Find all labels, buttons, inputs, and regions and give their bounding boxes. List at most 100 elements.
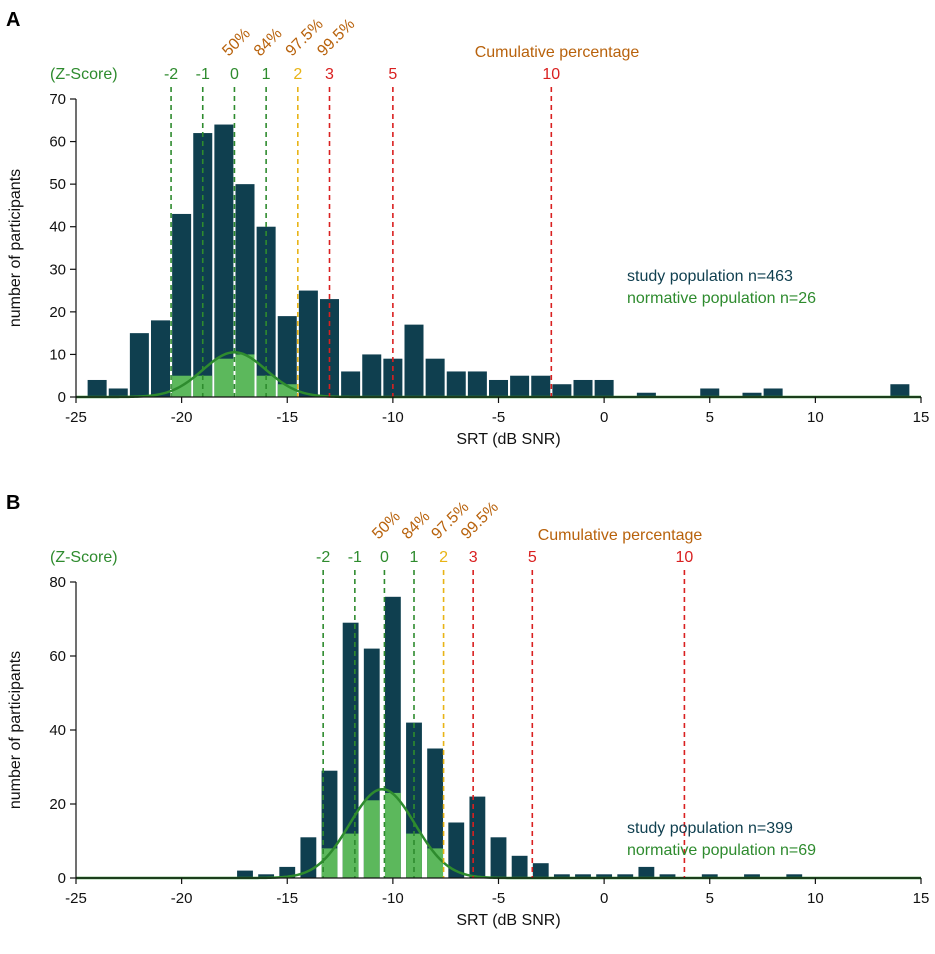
z-score-label: -2 [316,549,330,566]
z-score-label: 3 [325,66,334,83]
study-bar [596,874,613,878]
z-score-label: 1 [262,66,271,83]
study-bar [279,866,296,878]
percentile-label: 84% [251,25,286,60]
percentile-label: 50% [219,25,254,60]
chart-panel-a: A-2 -1 050%184%297.5%399.5%5 10(Z-Score)Cum… [6,9,929,448]
z-score-label: 5 [388,66,397,83]
y-tick-label: 60 [49,134,66,151]
study-bar [636,392,656,397]
study-bar [659,874,676,878]
z-score-label: 2 [293,66,302,83]
study-bar [404,324,424,397]
z-score-label: -1 [348,549,362,566]
cumulative-percentage-title: Cumulative percentage [475,44,640,61]
x-tick-label: 15 [913,890,930,907]
x-tick-label: -5 [492,890,505,907]
study-bar [258,874,275,878]
y-tick-label: 40 [49,722,66,739]
study-bar [890,384,910,397]
study-bar [150,320,171,397]
z-score-label: 1 [410,549,419,566]
y-tick-label: 40 [49,219,66,236]
x-tick-label: -10 [382,409,404,426]
study-bar [362,354,382,397]
y-tick-label: 70 [49,91,66,108]
study-bar [448,822,465,878]
cumulative-percentage-title: Cumulative percentage [538,527,703,544]
y-tick-label: 0 [58,389,66,406]
y-tick-label: 50 [49,176,66,193]
study-bar [553,874,570,878]
study-bar [87,379,107,397]
x-tick-label: -15 [276,409,298,426]
normative-bar [235,354,255,397]
z-score-label: 5 [528,549,537,566]
study-bar [172,213,192,397]
study-bar [214,124,234,398]
study-bar [298,290,318,397]
y-tick-label: 20 [49,796,66,813]
study-bar [701,874,718,878]
study-bar [341,371,361,397]
x-tick-label: 0 [600,409,608,426]
study-bar [469,796,486,878]
z-score-label: 3 [469,549,478,566]
x-axis-title: SRT (dB SNR) [456,912,560,929]
z-score-label: -2 [164,66,178,83]
y-tick-label: 60 [49,648,66,665]
study-bar [573,379,593,397]
legend-normative-population: normative population n=69 [627,842,816,859]
x-tick-label: 15 [913,409,930,426]
study-bar [532,863,549,878]
study-bar [256,226,276,397]
legend-normative-population: normative population n=26 [627,290,816,307]
x-tick-label: 10 [807,409,824,426]
normative-bar [363,800,380,878]
normative-bar [384,792,401,878]
study-bar [700,388,720,397]
study-bar [488,379,509,397]
study-bar [277,316,297,397]
x-tick-label: 0 [600,890,608,907]
x-tick-label: -25 [65,409,87,426]
panel-label: B [6,492,20,514]
study-bar [510,375,530,397]
study-bar [638,866,655,878]
y-tick-label: 30 [49,261,66,278]
y-tick-label: 20 [49,304,66,321]
y-tick-label: 10 [49,346,66,363]
study-bar [108,388,128,397]
study-bar [594,379,614,397]
study-bar [427,748,444,878]
x-axis-title: SRT (dB SNR) [456,431,560,448]
x-tick-label: -5 [492,409,505,426]
study-bar [193,133,213,398]
normative-bar [427,848,444,878]
percentile-label: 50% [369,508,404,543]
study-bar [425,358,445,397]
chart-panel-b: B-2 -1 050%184%297.5%399.5%5 10(Z-Score)Cum… [6,492,929,929]
study-bar [575,874,591,878]
z-score-title: (Z-Score) [50,549,118,566]
study-bar [490,837,507,878]
legend-study-population: study population n=399 [627,820,793,837]
y-axis-title: number of participants [7,651,24,809]
x-tick-label: -20 [171,409,193,426]
z-score-label: 0 [380,549,389,566]
normative-bar [342,833,359,878]
study-bar [763,388,783,397]
y-tick-label: 0 [58,870,66,887]
study-bar [742,392,762,397]
study-bar [744,874,760,878]
study-bar [511,855,528,878]
study-bar [129,333,149,397]
z-score-title: (Z-Score) [50,66,118,83]
z-score-label: 10 [542,66,560,83]
x-tick-label: -15 [276,890,298,907]
z-score-label: 10 [676,549,694,566]
z-score-label: -1 [196,66,210,83]
study-bar [446,371,466,397]
y-tick-label: 80 [49,574,66,591]
x-tick-label: 5 [706,890,714,907]
